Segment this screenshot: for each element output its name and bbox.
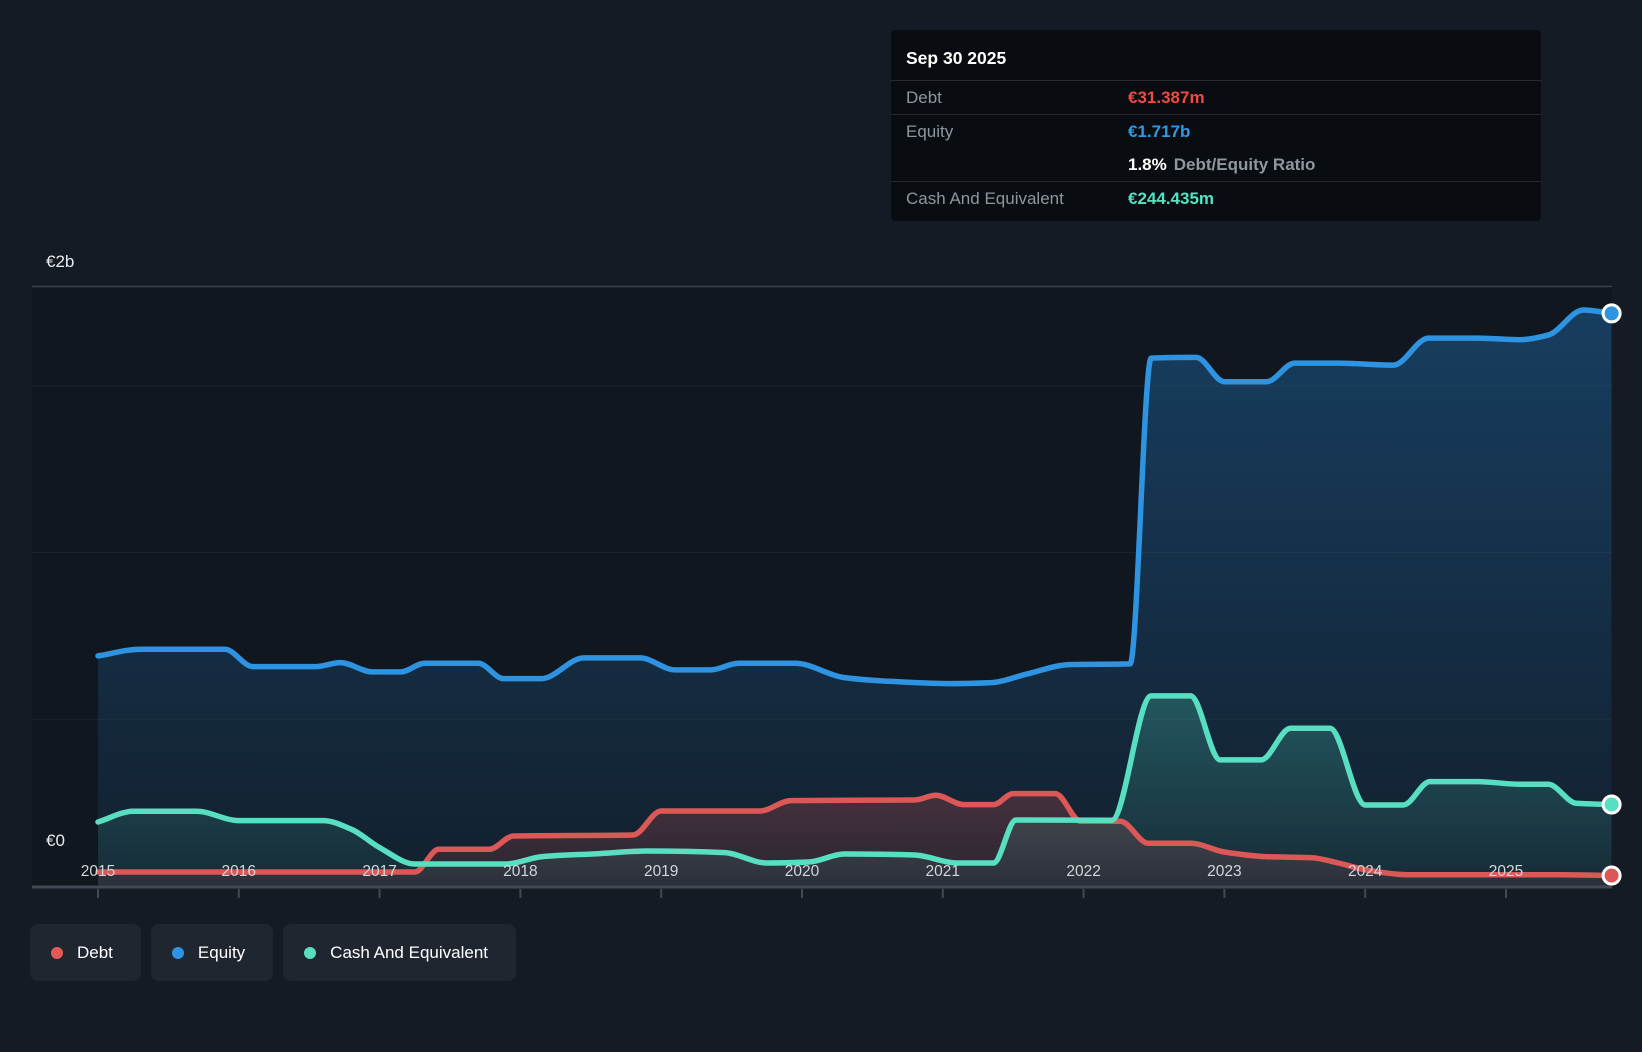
x-axis-label-2020: 2020	[784, 863, 820, 880]
x-axis-label-2016: 2016	[221, 863, 257, 880]
tooltip-equity-value: €1.717b	[1128, 122, 1191, 141]
tooltip-row-cash: Cash And Equivalent €244.435m	[891, 181, 1541, 215]
x-axis-label-2024: 2024	[1347, 863, 1383, 880]
cash-and-equivalent-area	[98, 695, 1612, 886]
tooltip-ratio-value: 1.8%	[1128, 155, 1167, 174]
equity-endpoint-marker[interactable]	[1601, 303, 1622, 324]
legend-equity-label: Equity	[197, 942, 246, 962]
equity-line[interactable]	[95, 307, 1615, 687]
x-axis-label-2022: 2022	[1066, 863, 1101, 880]
tooltip-ratio-label: Debt/Equity Ratio	[1173, 155, 1316, 174]
cash-and-equivalent-endpoint-marker[interactable]	[1601, 794, 1622, 815]
tooltip-cash-label: Cash And Equivalent	[906, 189, 1064, 208]
legend-cash-label: Cash And Equivalent	[330, 942, 489, 962]
x-axis-label-2019: 2019	[643, 863, 679, 880]
tooltip-row-equity: Equity €1.717b	[891, 114, 1541, 148]
debt-line[interactable]	[95, 790, 1615, 879]
tooltip-equity-label: Equity	[906, 122, 954, 141]
y-axis-label-2b: €2b	[46, 252, 75, 271]
tooltip-date: Sep 30 2025	[906, 48, 1007, 68]
tooltip-debt-value: €31.387m	[1128, 88, 1205, 107]
y-axis-label-0: €0	[46, 831, 65, 850]
cash-and-equivalent-line[interactable]	[95, 693, 1615, 867]
x-axis-label-2018: 2018	[503, 863, 538, 880]
cash-series-dot-icon	[304, 946, 317, 959]
debt-series-dot-icon	[51, 946, 63, 959]
legend-item-equity[interactable]: Equity	[150, 924, 274, 981]
x-axis-label-2025: 2025	[1488, 863, 1524, 880]
legend-item-cash[interactable]: Cash And Equivalent	[283, 924, 517, 981]
tooltip-row-debt: Debt €31.387m	[891, 80, 1541, 114]
tooltip-cash-value: €244.435m	[1128, 189, 1215, 208]
legend-item-debt[interactable]: Debt	[30, 924, 141, 981]
x-axis-label-2023: 2023	[1207, 863, 1242, 880]
equity-area	[98, 310, 1612, 886]
tooltip-debt-label: Debt	[906, 88, 942, 107]
chart-tooltip: Sep 30 2025 Debt €31.387m Equity €1.717b…	[891, 30, 1541, 221]
equity-series-dot-icon	[171, 946, 184, 959]
tooltip-row-ratio: 1.8% Debt/Equity Ratio	[891, 148, 1541, 181]
x-axis-label-2017: 2017	[362, 863, 397, 880]
x-axis-label-2021: 2021	[925, 863, 961, 880]
debt-endpoint-marker[interactable]	[1601, 865, 1622, 886]
legend-debt-label: Debt	[77, 942, 113, 962]
chart-legend: Debt Equity Cash And Equivalent	[30, 924, 517, 981]
x-axis-label-2015: 2015	[80, 863, 116, 880]
